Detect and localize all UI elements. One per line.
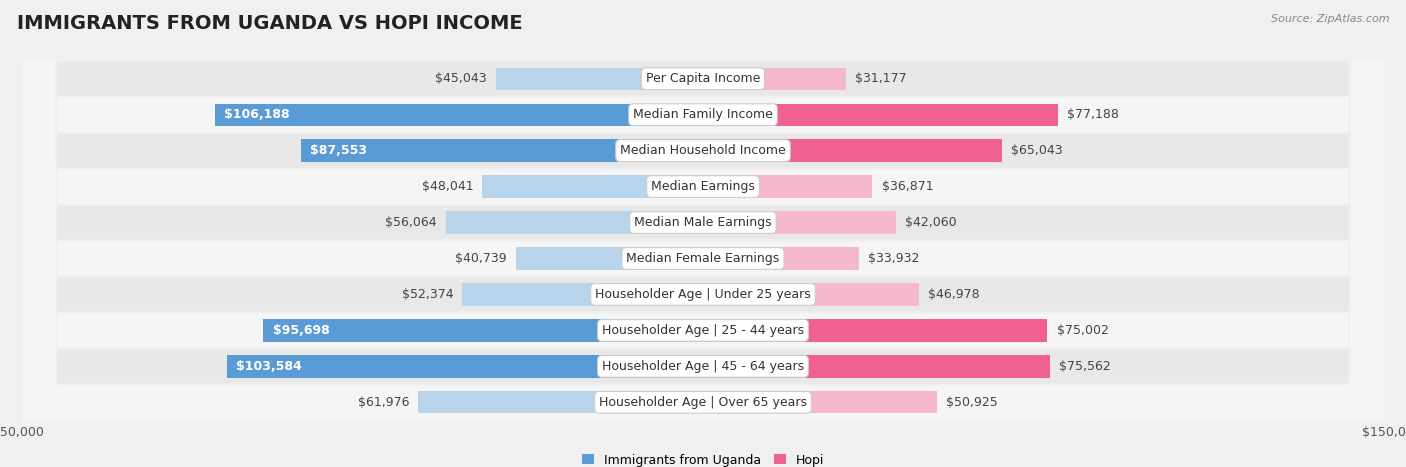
Bar [703, 391, 936, 413]
Bar [516, 248, 703, 269]
Text: $75,002: $75,002 [1057, 324, 1108, 337]
Bar [263, 319, 703, 341]
Bar [703, 283, 918, 305]
Text: Median Family Income: Median Family Income [633, 108, 773, 121]
Text: Householder Age | Under 25 years: Householder Age | Under 25 years [595, 288, 811, 301]
Bar [703, 176, 872, 198]
FancyBboxPatch shape [21, 0, 1385, 467]
Bar [703, 140, 1001, 162]
Text: $65,043: $65,043 [1011, 144, 1063, 157]
Bar [703, 248, 859, 269]
Bar [446, 212, 703, 234]
Text: Median Household Income: Median Household Income [620, 144, 786, 157]
Text: $31,177: $31,177 [855, 72, 907, 85]
Text: $56,064: $56,064 [385, 216, 436, 229]
FancyBboxPatch shape [21, 0, 1385, 467]
Text: $61,976: $61,976 [357, 396, 409, 409]
Text: $45,043: $45,043 [436, 72, 486, 85]
Text: IMMIGRANTS FROM UGANDA VS HOPI INCOME: IMMIGRANTS FROM UGANDA VS HOPI INCOME [17, 14, 523, 33]
Text: $50,925: $50,925 [946, 396, 998, 409]
Bar [703, 68, 846, 90]
FancyBboxPatch shape [21, 0, 1385, 467]
Bar [463, 283, 703, 305]
FancyBboxPatch shape [21, 0, 1385, 467]
FancyBboxPatch shape [21, 0, 1385, 467]
Text: $48,041: $48,041 [422, 180, 474, 193]
Text: $75,562: $75,562 [1059, 360, 1111, 373]
FancyBboxPatch shape [21, 0, 1385, 467]
Text: Median Male Earnings: Median Male Earnings [634, 216, 772, 229]
FancyBboxPatch shape [21, 0, 1385, 467]
Text: $87,553: $87,553 [311, 144, 367, 157]
Text: Median Female Earnings: Median Female Earnings [627, 252, 779, 265]
Bar [703, 355, 1050, 377]
Bar [301, 140, 703, 162]
Text: Source: ZipAtlas.com: Source: ZipAtlas.com [1271, 14, 1389, 24]
Legend: Immigrants from Uganda, Hopi: Immigrants from Uganda, Hopi [576, 449, 830, 467]
Text: Householder Age | 45 - 64 years: Householder Age | 45 - 64 years [602, 360, 804, 373]
FancyBboxPatch shape [21, 0, 1385, 467]
Text: $40,739: $40,739 [456, 252, 506, 265]
Bar [496, 68, 703, 90]
FancyBboxPatch shape [21, 0, 1385, 467]
Text: Median Earnings: Median Earnings [651, 180, 755, 193]
Text: Householder Age | 25 - 44 years: Householder Age | 25 - 44 years [602, 324, 804, 337]
Text: $52,374: $52,374 [402, 288, 453, 301]
Bar [419, 391, 703, 413]
Bar [703, 212, 896, 234]
Text: $103,584: $103,584 [236, 360, 302, 373]
Text: $46,978: $46,978 [928, 288, 980, 301]
Text: $36,871: $36,871 [882, 180, 934, 193]
FancyBboxPatch shape [21, 0, 1385, 467]
Text: Per Capita Income: Per Capita Income [645, 72, 761, 85]
Text: $33,932: $33,932 [868, 252, 920, 265]
Bar [228, 355, 703, 377]
Text: $95,698: $95,698 [273, 324, 329, 337]
Text: $77,188: $77,188 [1067, 108, 1119, 121]
Bar [482, 176, 703, 198]
Bar [703, 319, 1047, 341]
Text: Householder Age | Over 65 years: Householder Age | Over 65 years [599, 396, 807, 409]
Bar [215, 104, 703, 126]
Bar [703, 104, 1057, 126]
Text: $42,060: $42,060 [905, 216, 957, 229]
Text: $106,188: $106,188 [225, 108, 290, 121]
